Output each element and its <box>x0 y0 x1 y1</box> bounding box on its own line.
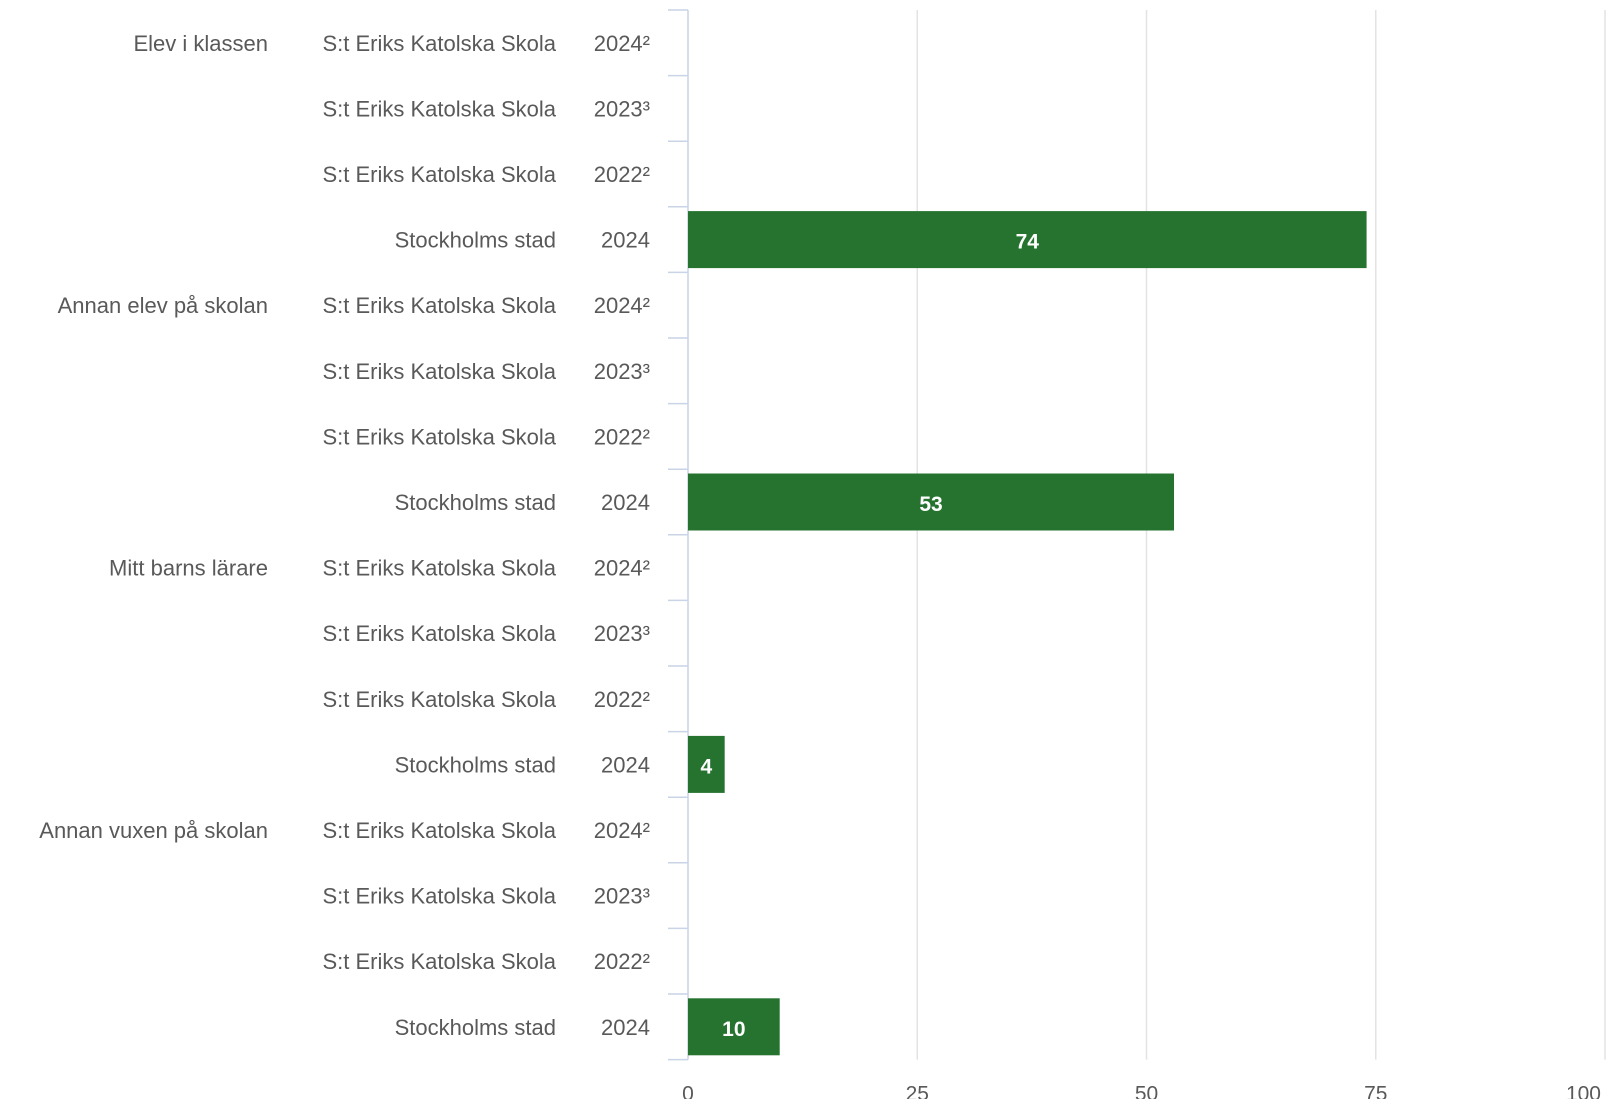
entity-label: S:t Eriks Katolska Skola <box>322 424 556 449</box>
group-label: Mitt barns lärare <box>109 556 268 581</box>
group-label: Annan elev på skolan <box>58 293 268 318</box>
year-label: 2023³ <box>594 884 650 909</box>
year-label: 2024 <box>601 490 650 515</box>
entity-label: S:t Eriks Katolska Skola <box>322 96 556 121</box>
bar <box>688 998 780 1056</box>
bar <box>688 473 1175 531</box>
year-label: 2022² <box>594 949 650 974</box>
x-tick-label: 75 <box>1364 1083 1387 1099</box>
category-labels: Elev i klassen S:t Eriks Katolska Skola 20… <box>39 31 650 1040</box>
year-label: 2024 <box>601 1015 650 1040</box>
entity-label: Stockholms stad <box>395 490 556 515</box>
entity-label: S:t Eriks Katolska Skola <box>322 31 556 56</box>
entity-label: S:t Eriks Katolska Skola <box>322 621 556 646</box>
year-label: 2022² <box>594 687 650 712</box>
entity-label: S:t Eriks Katolska Skola <box>322 162 556 187</box>
year-label: 2024² <box>594 556 650 581</box>
year-label: 2023³ <box>594 96 650 121</box>
gridlines <box>916 10 1606 1060</box>
bar <box>688 211 1367 269</box>
group-label: Elev i klassen <box>133 31 268 56</box>
x-tick-label: 0 <box>682 1083 694 1099</box>
entity-label: S:t Eriks Katolska Skola <box>322 556 556 581</box>
entity-label: S:t Eriks Katolska Skola <box>322 359 556 384</box>
year-label: 2022² <box>594 424 650 449</box>
year-label: 2024 <box>601 228 650 253</box>
entity-label: Stockholms stad <box>395 228 556 253</box>
entity-label: S:t Eriks Katolska Skola <box>322 687 556 712</box>
entity-label: Stockholms stad <box>395 1015 556 1040</box>
bar <box>688 735 725 793</box>
bars: 74 53 4 10 <box>688 211 1367 1056</box>
entity-label: Stockholms stad <box>395 752 556 777</box>
group-label: Annan vuxen på skolan <box>39 818 268 843</box>
data-label: 4 <box>700 755 712 778</box>
entity-label: S:t Eriks Katolska Skola <box>322 884 556 909</box>
year-label: 2023³ <box>594 621 650 646</box>
category-axis <box>668 9 689 1061</box>
year-label: 2024² <box>594 818 650 843</box>
year-label: 2023³ <box>594 359 650 384</box>
year-label: 2022² <box>594 162 650 187</box>
entity-label: S:t Eriks Katolska Skola <box>322 818 556 843</box>
data-label: 53 <box>919 493 942 516</box>
year-label: 2024 <box>601 752 650 777</box>
year-label: 2024² <box>594 293 650 318</box>
data-label: 10 <box>722 1018 745 1041</box>
x-axis-ticks: 0 25 50 75 100 <box>682 1083 1601 1099</box>
data-label: 74 <box>1016 231 1040 254</box>
x-tick-label: 100 <box>1566 1083 1601 1099</box>
x-tick-label: 50 <box>1135 1083 1158 1099</box>
x-tick-label: 25 <box>906 1083 929 1099</box>
year-label: 2024² <box>594 31 650 56</box>
entity-label: S:t Eriks Katolska Skola <box>322 949 556 974</box>
entity-label: S:t Eriks Katolska Skola <box>322 293 556 318</box>
